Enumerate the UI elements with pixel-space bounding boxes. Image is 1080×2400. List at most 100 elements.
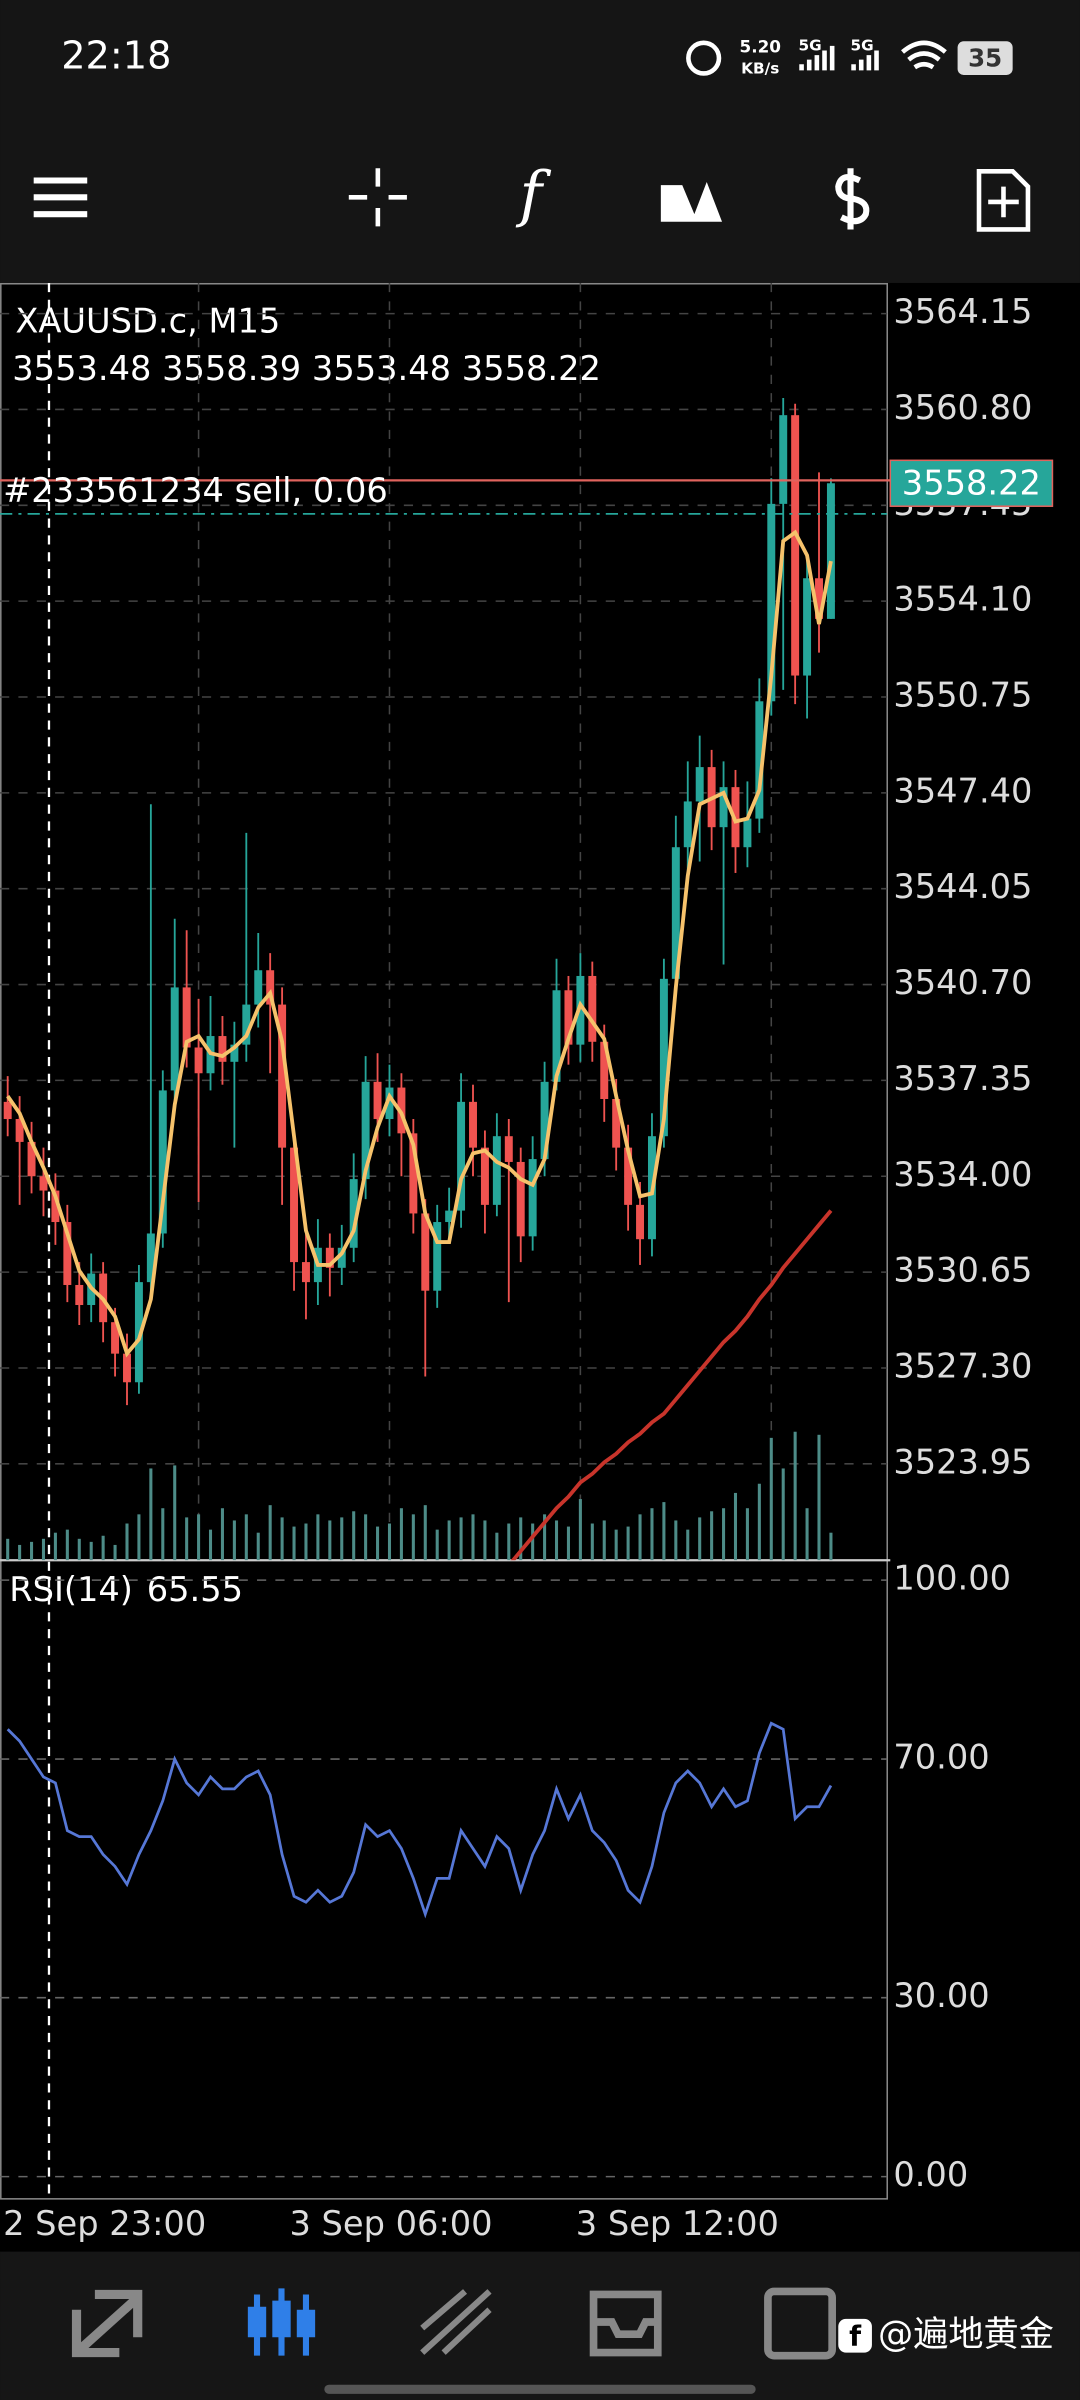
sim2-label: 5G	[851, 36, 874, 54]
watermark: @遍地黄金	[878, 2314, 1054, 2355]
candle-body	[266, 970, 275, 1005]
candle-body	[218, 1036, 227, 1062]
candle-body	[480, 1147, 489, 1205]
news-tab[interactable]	[764, 2287, 836, 2360]
volume-bar	[435, 1529, 439, 1561]
candle-body	[719, 787, 728, 828]
y-tick-label: 3547.40	[893, 771, 1032, 810]
y-tick-label: 3550.75	[893, 676, 1032, 715]
volume-bar	[77, 1538, 81, 1561]
candle-body	[158, 1090, 167, 1234]
close-value: 3558.22	[462, 349, 601, 388]
volume-bar	[554, 1520, 559, 1561]
rsi-title: RSI(14)	[9, 1569, 133, 1608]
x-tick-label: 2 Sep 23:00	[3, 2204, 206, 2243]
volume-bar	[113, 1544, 117, 1561]
candle-body	[826, 483, 835, 619]
chart-background	[0, 282, 1080, 2252]
candle-body	[540, 1081, 549, 1160]
volume-bar	[590, 1523, 594, 1561]
volume-bar	[769, 1437, 773, 1561]
volume-bar	[399, 1508, 403, 1561]
candle-body	[469, 1101, 477, 1148]
candle-body	[588, 975, 597, 1042]
volume-bar	[304, 1523, 308, 1561]
y-tick-label: 3534.00	[893, 1155, 1032, 1194]
volume-bar	[531, 1523, 535, 1561]
sim1-label: 5G	[799, 36, 822, 54]
volume-bar	[268, 1505, 272, 1561]
battery-level: 35	[968, 44, 1002, 73]
trade-button[interactable]	[835, 168, 870, 230]
candle-body	[182, 987, 191, 1048]
wifi-icon	[901, 40, 947, 70]
new-order-button[interactable]	[976, 169, 1031, 232]
volume-bar	[244, 1514, 248, 1561]
candle-body	[457, 1101, 466, 1211]
quotes-tab[interactable]	[71, 2289, 143, 2358]
candle-body	[695, 767, 704, 802]
volume-bar	[698, 1517, 702, 1561]
candle-body	[325, 1247, 334, 1268]
volume-bar	[829, 1532, 833, 1561]
y-tick-label: 0.00	[893, 2155, 968, 2194]
volume-bar	[387, 1523, 392, 1561]
volume-bar	[137, 1514, 141, 1561]
new-order-plus	[988, 186, 1019, 218]
volume-bar	[173, 1465, 177, 1561]
volume-bar	[793, 1431, 797, 1561]
volume-bar	[30, 1541, 34, 1561]
crosshair-button[interactable]	[348, 168, 407, 227]
candle-body	[278, 1004, 287, 1148]
candle-body	[671, 847, 680, 979]
history-tab[interactable]	[589, 2290, 662, 2357]
volume-bar	[757, 1483, 761, 1561]
candle-body	[75, 1284, 84, 1306]
candle-body	[755, 701, 764, 819]
volume-bar	[495, 1532, 499, 1561]
y-tick-label: 3530.65	[893, 1251, 1032, 1290]
candle-body	[779, 415, 788, 504]
trade-tab[interactable]	[420, 2289, 492, 2355]
y-tick-label: 3537.35	[893, 1059, 1032, 1098]
candle-body	[552, 990, 561, 1082]
volume-bar	[483, 1520, 487, 1561]
volume-bar	[41, 1538, 46, 1561]
candle-body	[636, 1204, 645, 1240]
objects-button[interactable]	[660, 182, 723, 222]
candle-body	[528, 1159, 537, 1237]
battery-icon	[957, 41, 1013, 75]
y-tick-label: 100.00	[893, 1559, 1011, 1598]
volume-bar	[614, 1529, 618, 1561]
y-tick-label: 70.00	[893, 1738, 989, 1777]
candle-body	[27, 1141, 36, 1177]
candle-body	[433, 1222, 442, 1291]
volume-bar	[650, 1508, 654, 1561]
volume-bar	[340, 1517, 344, 1561]
volume-bar	[602, 1520, 606, 1561]
candle-body	[349, 1179, 358, 1248]
ohlc-header: 3553.48 3558.39 3553.48 3558.22	[12, 349, 601, 388]
status-time: 22:18	[61, 35, 171, 79]
candle-body	[683, 801, 692, 848]
volume-bar	[471, 1514, 475, 1561]
candle-body	[445, 1210, 454, 1223]
candle-body	[624, 1147, 633, 1205]
chart-tab-icon	[247, 2300, 316, 2338]
volume-bar	[519, 1517, 523, 1561]
volume-bar	[710, 1511, 714, 1561]
menu-button[interactable]	[33, 177, 88, 218]
top-background	[0, 0, 1080, 283]
open-value: 3553.48	[12, 349, 151, 388]
volume-bar	[185, 1517, 189, 1561]
volume-bar	[566, 1526, 570, 1561]
volume-bar	[18, 1544, 22, 1561]
y-tick-label: 3554.10	[893, 580, 1032, 619]
volume-bar	[686, 1529, 690, 1561]
net-speed: 5.20	[740, 36, 781, 56]
volume-bar	[376, 1526, 380, 1561]
volume-bar	[149, 1468, 153, 1561]
y-tick-label: 3527.30	[893, 1346, 1032, 1385]
volume-bar	[447, 1520, 451, 1561]
candle-body	[504, 1136, 513, 1162]
